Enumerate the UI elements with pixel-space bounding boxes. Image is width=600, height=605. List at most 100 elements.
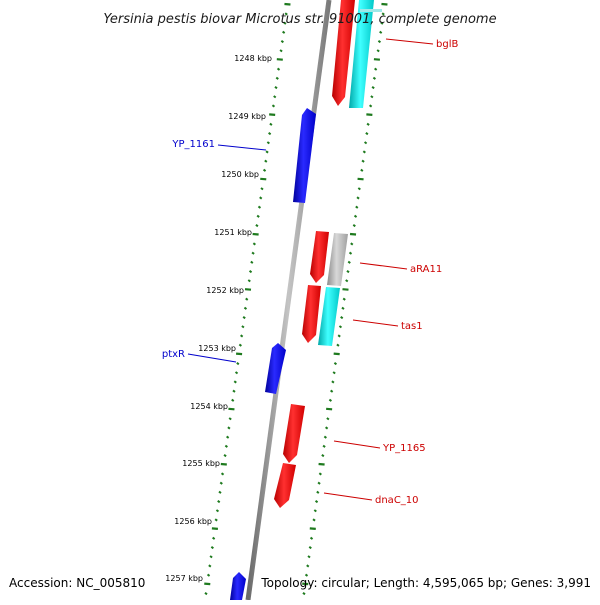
ruler-label: 1250 kbp [221, 170, 259, 179]
major-tick [252, 232, 259, 236]
gene-ara11-arrow[interactable] [310, 231, 329, 283]
gene-label-ara11[interactable]: aRA11 [410, 264, 442, 275]
minor-tick [252, 242, 256, 246]
minor-tick [257, 205, 262, 209]
minor-tick [206, 573, 211, 577]
gene-label-yp1165[interactable]: YP_1165 [382, 443, 426, 454]
gene-label-bglb[interactable]: bglB [436, 39, 458, 50]
minor-tick [353, 214, 358, 218]
minor-tick [376, 49, 380, 53]
minor-tick [265, 150, 269, 154]
minor-tick [325, 426, 329, 430]
minor-tick [307, 555, 311, 559]
major-tick [284, 2, 291, 6]
minor-tick [260, 187, 264, 191]
minor-tick [209, 555, 213, 559]
minor-tick [269, 122, 273, 126]
minor-tick [363, 141, 368, 145]
minor-tick [282, 30, 286, 34]
minor-tick [243, 306, 248, 310]
minor-tick [317, 481, 321, 485]
minor-tick [247, 279, 251, 283]
minor-tick [248, 269, 253, 274]
minor-tick [336, 343, 340, 347]
gene-tas1-arrow[interactable] [302, 285, 321, 343]
leader-ara11 [359, 262, 408, 270]
minor-tick [275, 76, 279, 80]
minor-tick [372, 76, 376, 80]
minor-tick [226, 435, 230, 439]
minor-tick [337, 334, 341, 338]
minor-tick [338, 325, 343, 329]
minor-tick [314, 499, 319, 504]
gene-label-yp1161[interactable]: YP_1161 [171, 139, 215, 150]
minor-tick [312, 518, 316, 522]
minor-tick [283, 21, 287, 25]
gene-label-tas1[interactable]: tas1 [401, 321, 423, 332]
gene-ptxr-arrow[interactable] [265, 343, 286, 394]
major-tick [228, 407, 235, 411]
ruler-label: 1257 kbp [165, 574, 203, 583]
gene-yp1161-arrow[interactable] [293, 108, 316, 203]
major-tick [309, 527, 316, 530]
major-tick [349, 232, 357, 236]
feature-ara11-bar[interactable] [327, 233, 348, 286]
minor-tick [308, 545, 312, 550]
genome-summary-text: Topology: circular; Length: 4,595,065 bp… [260, 576, 591, 590]
minor-tick [340, 315, 344, 320]
minor-tick [218, 490, 222, 494]
minor-tick [322, 444, 326, 448]
feature-tas1-rna-bar[interactable] [318, 287, 340, 346]
ruler-label: 1252 kbp [206, 286, 244, 295]
feature-bglb-rna-cap [360, 9, 382, 12]
minor-tick [214, 518, 218, 522]
minor-tick [377, 39, 382, 44]
ruler-label: 1256 kbp [174, 517, 212, 526]
minor-tick [306, 564, 310, 568]
minor-tick [357, 187, 361, 191]
minor-tick [321, 453, 325, 458]
gene-bottom-arrow[interactable] [230, 572, 246, 600]
minor-tick [227, 426, 231, 430]
minor-tick [266, 141, 270, 145]
ruler-label: 1249 kbp [228, 112, 266, 121]
minor-tick [352, 224, 356, 228]
minor-tick [219, 481, 223, 485]
minor-tick [309, 536, 314, 540]
major-tick [342, 288, 349, 291]
minor-tick [250, 260, 254, 264]
minor-tick [328, 398, 332, 402]
leader-yp1165 [333, 440, 381, 449]
minor-tick [342, 297, 346, 301]
minor-tick [210, 545, 214, 550]
major-tick [302, 582, 309, 586]
minor-tick [313, 509, 317, 513]
gene-bglb-arrow[interactable] [332, 0, 355, 106]
minor-tick [255, 224, 259, 228]
minor-tick [273, 95, 277, 99]
feature-bglb-rna-bar[interactable] [349, 0, 374, 108]
minor-tick [341, 306, 345, 310]
gene-dnac10-arrow[interactable] [274, 463, 296, 508]
minor-tick [347, 260, 351, 264]
ruler-label: 1251 kbp [214, 228, 252, 237]
minor-tick [276, 67, 281, 71]
minor-tick [302, 591, 306, 596]
minor-tick [245, 297, 249, 301]
minor-tick [212, 536, 216, 540]
gene-label-ptxr[interactable]: ptxR [162, 349, 185, 360]
label-leaders [187, 38, 434, 501]
minor-tick [381, 12, 385, 16]
minor-tick [259, 196, 263, 200]
minor-tick [271, 104, 276, 108]
gene-yp1165-arrow[interactable] [283, 404, 305, 463]
minor-tick [356, 196, 360, 200]
minor-tick [284, 12, 288, 16]
minor-tick [330, 389, 334, 393]
gene-labels: bglB YP_1161 aRA11 tas1 ptxR YP_1165 dna… [162, 39, 459, 506]
gene-label-dnac10[interactable]: dnaC_10 [375, 495, 419, 506]
minor-tick [316, 490, 320, 494]
minor-tick [228, 417, 232, 421]
minor-tick [238, 343, 242, 347]
